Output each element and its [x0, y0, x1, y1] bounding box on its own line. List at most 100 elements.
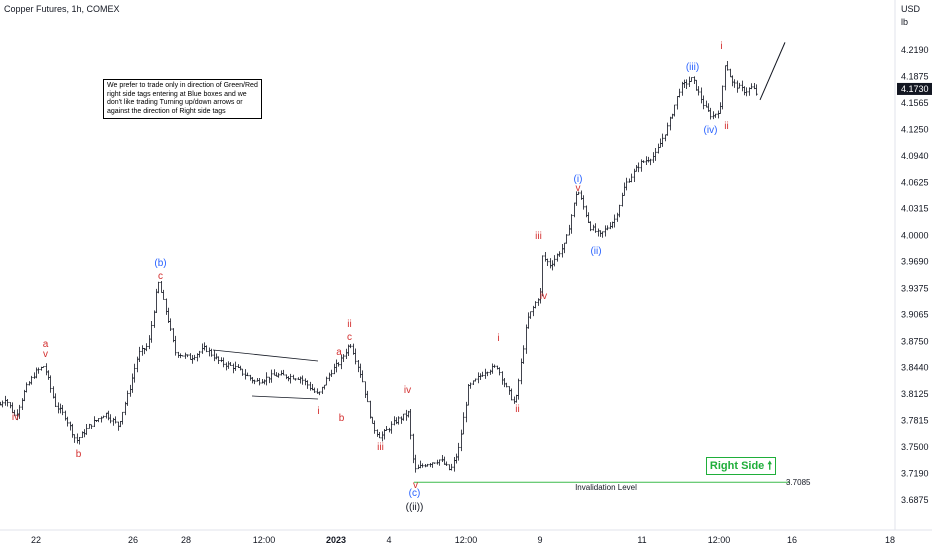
- ohlc-bar: [285, 374, 288, 380]
- ohlc-bar: [443, 456, 446, 465]
- right-side-tag: Right Side 🠕: [706, 457, 776, 475]
- ohlc-bar: [709, 107, 712, 120]
- ohlc-bar: [177, 351, 180, 358]
- ohlc-bar: [721, 85, 724, 110]
- wave-label: ii: [515, 404, 519, 415]
- ohlc-bar: [676, 96, 679, 110]
- price-tick-label: 4.0000: [901, 230, 929, 240]
- ohlc-bar: [37, 367, 40, 374]
- ohlc-bar: [477, 372, 480, 384]
- ohlc-bar: [544, 251, 547, 262]
- ohlc-bar: [621, 192, 624, 207]
- ohlc-bar: [717, 110, 720, 119]
- ohlc-bar: [657, 143, 660, 154]
- wave-label: c: [158, 271, 163, 282]
- wave-label: (ii): [590, 246, 601, 257]
- wave-labels: avivb(b)cibaiiciiiivv(c)((ii))iiiiiiiv(i…: [12, 41, 729, 513]
- ohlc-bar: [361, 370, 364, 383]
- time-tick-label: 11: [637, 535, 646, 545]
- ohlc-bar: [162, 289, 165, 300]
- ohlc-bar: [57, 402, 60, 414]
- ohlc-bar: [664, 134, 667, 142]
- ohlc-bar: [527, 312, 530, 329]
- price-tick-label: 4.0625: [901, 178, 929, 188]
- ohlc-bar: [301, 375, 304, 385]
- ohlc-bar: [18, 404, 21, 419]
- ohlc-bar: [429, 463, 432, 468]
- ohlc-bar: [61, 405, 64, 416]
- price-tick-label: 3.7500: [901, 442, 929, 452]
- ohlc-bar: [525, 324, 528, 354]
- ohlc-bar: [736, 80, 739, 93]
- ohlc-bar: [517, 378, 520, 400]
- ohlc-bar: [712, 111, 715, 120]
- ohlc-bar: [419, 460, 422, 469]
- ohlc-bar: [42, 366, 45, 368]
- wave-label: v: [43, 349, 48, 360]
- ohlc-bar: [513, 396, 516, 404]
- ohlc-bar: [606, 225, 609, 231]
- ohlc-bar: [673, 104, 676, 117]
- ohlc-bar: [273, 369, 276, 376]
- ohlc-bar: [633, 168, 636, 182]
- ohlc-bar: [71, 423, 74, 438]
- ohlc-bar: [397, 416, 400, 425]
- ohlc-bar: [1, 400, 4, 408]
- ohlc-bar: [265, 372, 268, 386]
- ohlc-bar: [587, 212, 590, 224]
- price-tick-label: 3.8750: [901, 336, 929, 346]
- triangle-lower-line: [251, 395, 319, 400]
- ohlc-bar: [153, 310, 156, 328]
- ohlc-bar: [402, 413, 405, 421]
- ohlc-bar: [433, 462, 436, 464]
- ohlc-bar: [541, 255, 544, 297]
- ohlc-bar: [719, 102, 722, 114]
- wave-label: i: [497, 333, 499, 344]
- ohlc-bar: [474, 378, 477, 382]
- ohlc-bar: [354, 348, 357, 365]
- ohlc-bar: [625, 177, 628, 191]
- ohlc-bar: [666, 122, 669, 136]
- ohlc-bar: [441, 454, 444, 463]
- ohlc-bar: [690, 77, 693, 82]
- ohlc-bar: [246, 372, 249, 377]
- ohlc-bar: [13, 409, 16, 417]
- ohlc-bar: [148, 335, 151, 350]
- ohlc-bar: [654, 147, 657, 161]
- ohlc-bar: [333, 363, 336, 375]
- ohlc-bar: [198, 350, 201, 358]
- ohlc-bar: [726, 60, 729, 71]
- ohlc-bar: [481, 371, 484, 377]
- price-tick-label: 4.2190: [901, 45, 929, 55]
- price-tick-label: 3.9690: [901, 257, 929, 267]
- ohlc-bar: [561, 244, 564, 258]
- ohlc-bar: [484, 368, 487, 379]
- ohlc-bar: [568, 224, 571, 236]
- ohlc-bar: [409, 409, 412, 440]
- ohlc-bar: [652, 152, 655, 163]
- ohlc-bar: [141, 345, 144, 356]
- ohlc-bar: [582, 195, 585, 210]
- ohlc-bar: [436, 459, 439, 465]
- ohlc-bar: [505, 382, 508, 388]
- ohlc-bar: [66, 416, 69, 427]
- time-tick-label: 9: [537, 535, 542, 545]
- ohlc-bar: [54, 393, 57, 407]
- wave-label: v: [576, 183, 581, 194]
- ohlc-bar: [33, 372, 36, 379]
- ohlc-bar: [186, 354, 189, 358]
- ohlc-bar: [551, 260, 554, 271]
- ohlc-bar: [100, 416, 103, 423]
- ohlc-bar: [510, 388, 513, 401]
- ohlc-bar: [601, 231, 604, 238]
- ohlc-bar: [503, 377, 506, 388]
- ohlc-bar: [160, 281, 163, 293]
- ohlc-bar: [381, 431, 384, 442]
- ohlc-bar: [205, 345, 208, 353]
- ohlc-bar: [189, 353, 192, 360]
- ohlc-bar: [647, 156, 650, 163]
- ohlc-bar: [191, 355, 194, 364]
- ohlc-bar: [400, 416, 403, 424]
